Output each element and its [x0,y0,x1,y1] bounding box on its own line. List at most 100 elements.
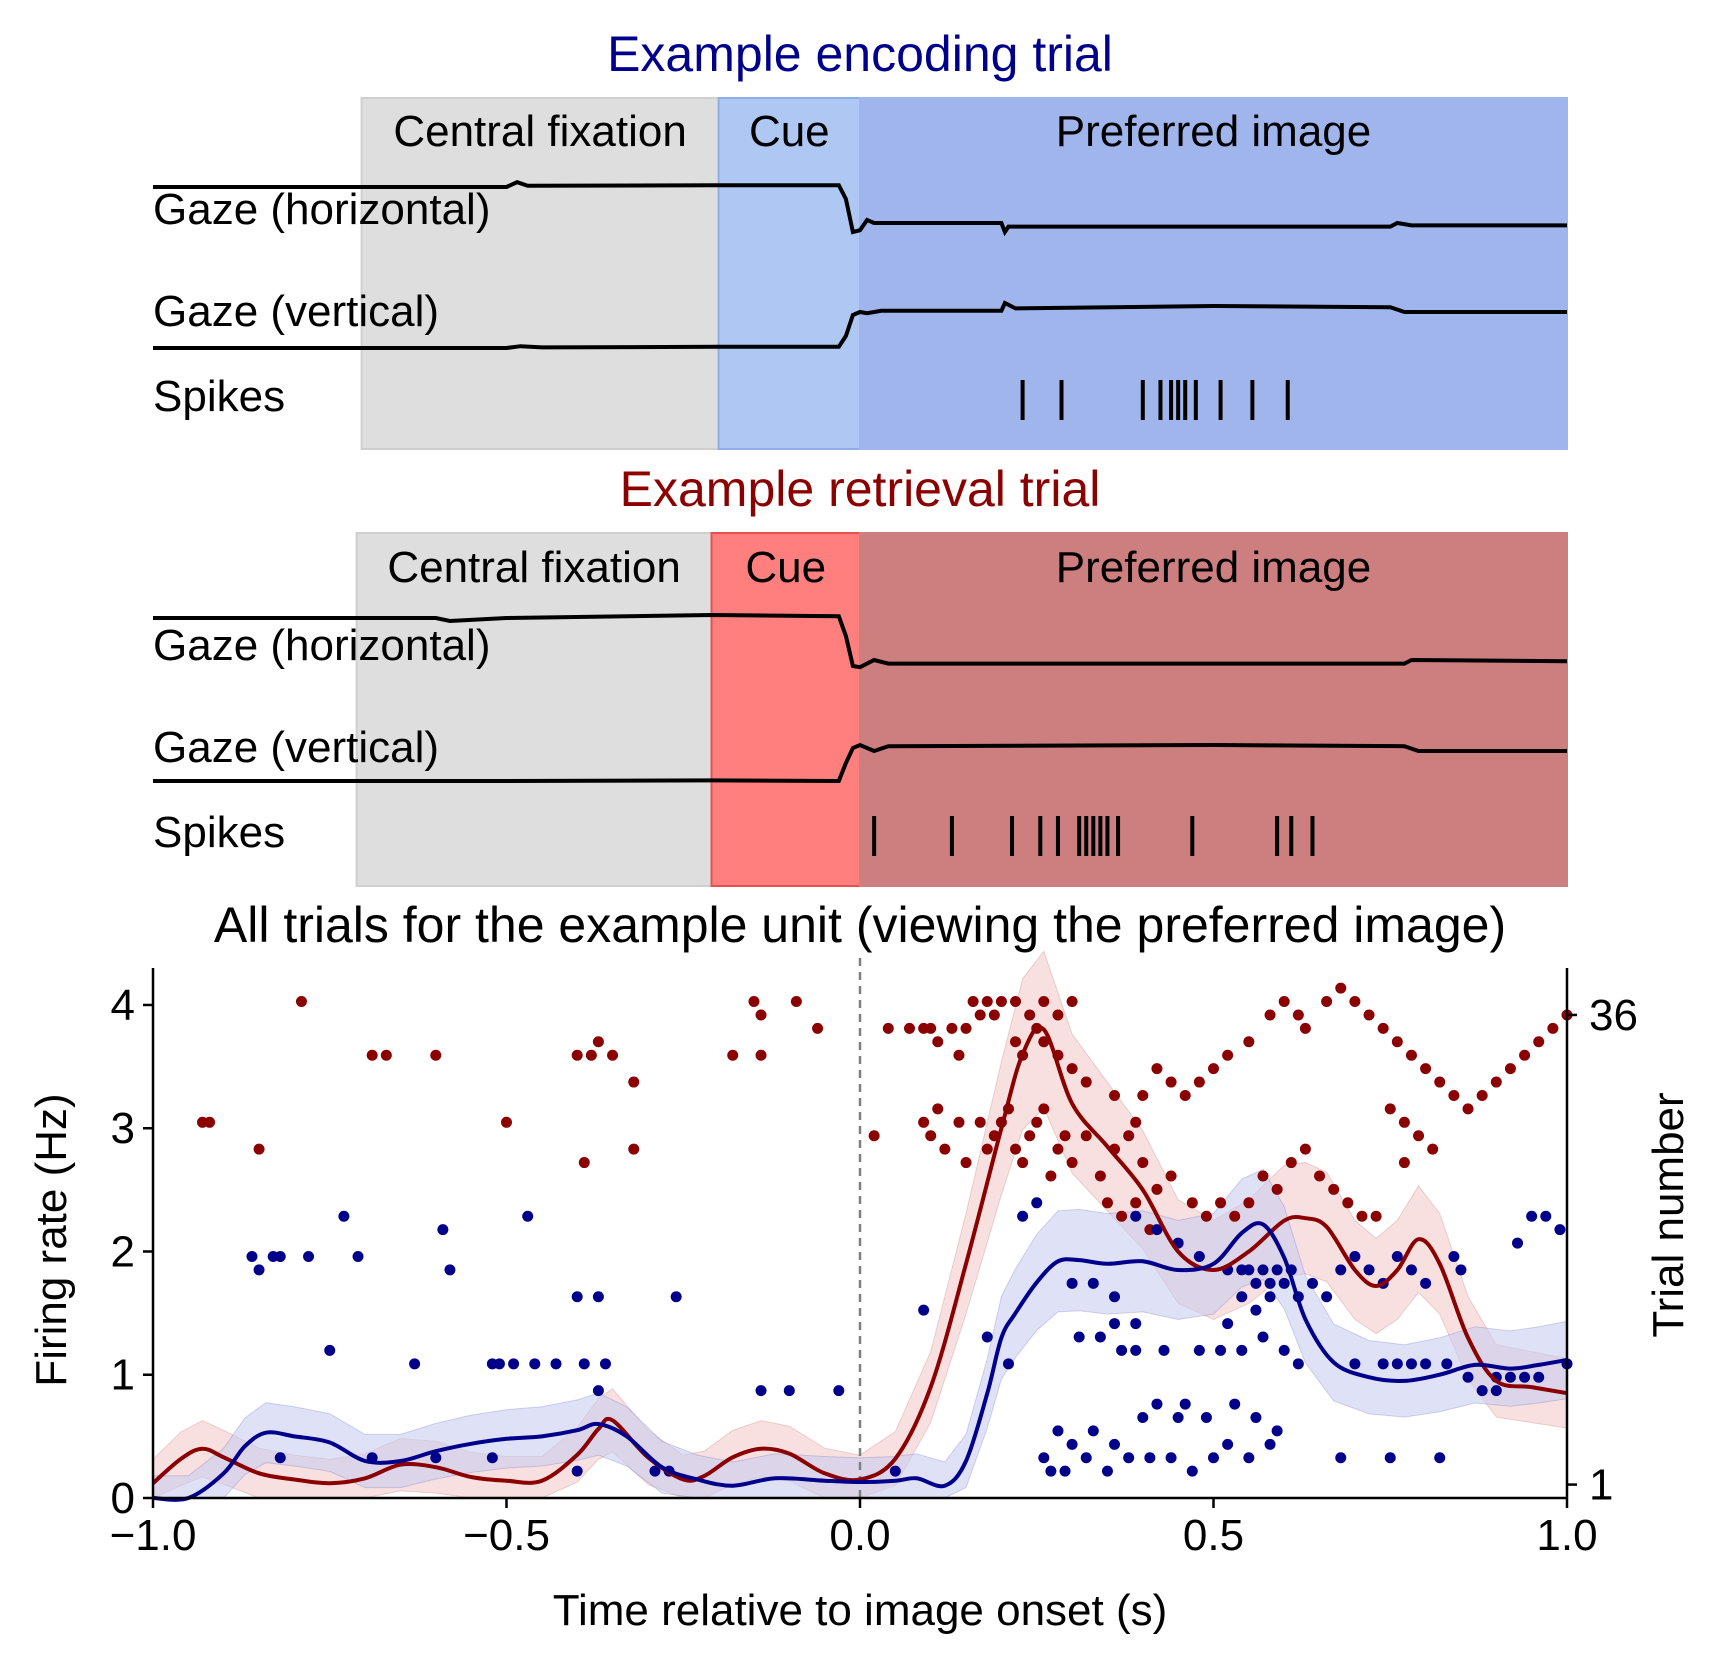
encoding-spike-dot [1264,1291,1276,1303]
retrieval-spike-dot [1413,1130,1425,1142]
encoding-spike-dot [338,1210,350,1222]
y-axis-label: Firing rate (Hz) [27,1093,76,1386]
x-tick-label: 0.5 [1183,1511,1244,1560]
retrieval-spike-dot [1391,1036,1403,1048]
encoding-spike-dot [430,1452,442,1464]
retrieval-spike-dot [932,1036,944,1048]
retrieval-spike-dot [380,1049,392,1061]
retrieval-spike-dot [1299,1143,1311,1155]
y-tick-label: 3 [111,1104,135,1153]
retrieval-spike-dot [868,1130,880,1142]
encoding-phase-label-image: Preferred image [1056,107,1371,156]
retrieval-spike-dot [1229,1210,1241,1222]
retrieval-spike-dot [995,996,1007,1008]
retrieval-spike-dot [1363,1009,1375,1021]
retrieval-spike-dot [1123,1130,1135,1142]
encoding-spike-dot [529,1358,541,1370]
encoding-spike-dot [1094,1331,1106,1343]
retrieval-fixation-band [355,532,713,887]
encoding-spike-dot [670,1291,682,1303]
retrieval-spike-dot [755,1049,767,1061]
retrieval-spike-dot [918,1116,930,1128]
retrieval-spike-dot [1038,996,1050,1008]
firing-rate-chart: All trials for the example unit (viewing… [27,897,1693,1635]
retrieval-spike-dot [1314,1170,1326,1182]
encoding-spike-dot [1109,1291,1121,1303]
encoding-spike-dot [1130,1318,1142,1330]
encoding-spike-dot [1101,1465,1113,1477]
retrieval-spike-dot [585,1049,597,1061]
encoding-spike-dot [1215,1344,1227,1356]
y2-axis-label: Trial number [1644,1092,1693,1337]
retrieval-spike-dot [1052,1143,1064,1155]
encoding-spike-dot [1434,1452,1446,1464]
encoding-spike-dot [253,1264,265,1276]
retrieval-spike-dot [295,996,307,1008]
encoding-spike-dot [1208,1452,1219,1464]
encoding-spike-dot [550,1358,562,1370]
encoding-panel-title: Example encoding trial [607,26,1113,82]
retrieval-spike-dot [1059,1130,1071,1142]
retrieval-label-gaze-vertical: Gaze (vertical) [153,723,439,772]
retrieval-spike-dot [1384,1103,1396,1115]
encoding-spike-dot [1151,1398,1163,1410]
encoding-spike-dot [1384,1452,1396,1464]
retrieval-spike-dot [1533,1036,1545,1048]
encoding-spike-dot [1045,1465,1057,1477]
encoding-spike-dot [1243,1264,1255,1276]
encoding-spike-dot [1017,1210,1029,1222]
retrieval-spike-dot [1271,1183,1283,1195]
retrieval-spike-dot [1208,1063,1219,1075]
retrieval-spike-dot [1186,1197,1198,1209]
retrieval-spike-dot [1017,1157,1029,1169]
encoding-spike-dot [1130,1344,1142,1356]
retrieval-spike-dot [1130,1197,1142,1209]
encoding-spike-dot [493,1358,505,1370]
encoding-trial-panel: Example encoding trial Central fixation … [153,26,1568,450]
encoding-spike-dot [1490,1385,1502,1397]
retrieval-spike-dot [1038,1036,1050,1048]
retrieval-gaze-horizontal-trace [153,612,1568,670]
encoding-spike-dot [1193,1250,1205,1262]
retrieval-spike-dot [1342,1197,1354,1209]
retrieval-spike-dot [1448,1089,1460,1101]
retrieval-spike-dot [981,996,993,1008]
retrieval-spike-dot [1519,1049,1531,1061]
y-tick-label: 1 [111,1351,135,1400]
retrieval-spike-dot [1215,1197,1227,1209]
retrieval-spike-dot [925,1130,937,1142]
retrieval-spike-dot [1434,1076,1446,1088]
encoding-spike-dot [486,1452,498,1464]
retrieval-image-band [859,532,1568,887]
retrieval-spike-dot [1010,996,1022,1008]
retrieval-spike-dot [981,1143,993,1155]
encoding-spike-dot [1052,1425,1064,1437]
retrieval-spike-dot [1278,996,1290,1008]
retrieval-spike-dot [748,996,760,1008]
encoding-spike-dot [1363,1264,1375,1276]
y2-tick-label: 1 [1589,1461,1613,1510]
encoding-spike-dot [1306,1277,1318,1289]
retrieval-spike-dot [1101,1197,1113,1209]
encoding-spike-dot [918,1304,930,1316]
retrieval-spike-dot [1109,1089,1121,1101]
x-tick-label: −0.5 [463,1511,550,1560]
encoding-spike-dot [1236,1291,1248,1303]
retrieval-spike-dot [1398,1157,1410,1169]
retrieval-spike-dot [1052,1009,1064,1021]
retrieval-spike-dot [1476,1089,1488,1101]
retrieval-spike-dot [790,996,802,1008]
retrieval-spike-dot [366,1049,378,1061]
retrieval-spike-dot [974,1009,986,1021]
encoding-spike-dot [571,1291,583,1303]
encoding-spike-dot [1257,1264,1269,1276]
encoding-image-band [859,97,1568,450]
encoding-spike-dot [274,1452,286,1464]
encoding-spike-dot [1059,1465,1071,1477]
encoding-spike-dot [578,1358,590,1370]
retrieval-spike-dot [953,1116,965,1128]
retrieval-spike-dot [882,1022,894,1034]
retrieval-spike-dot [1010,1143,1022,1155]
encoding-spike-dot [1087,1425,1099,1437]
encoding-spike-dot [1448,1250,1460,1262]
